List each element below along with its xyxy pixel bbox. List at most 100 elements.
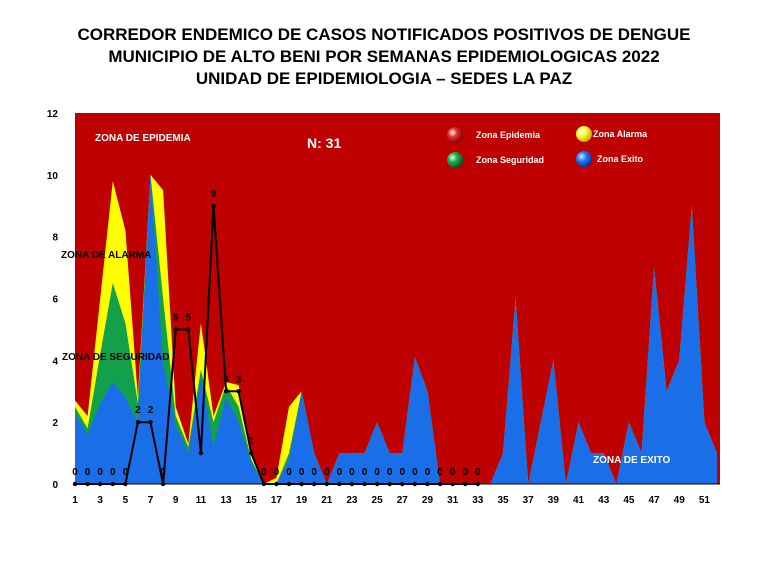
x-tick-label: 5: [123, 495, 129, 506]
case-point: [110, 481, 115, 487]
x-tick-label: 23: [346, 495, 358, 506]
case-point: [475, 481, 481, 487]
x-tick-label: 43: [598, 495, 610, 506]
x-tick-label: 19: [296, 495, 308, 506]
x-tick-label: 3: [97, 495, 103, 506]
case-data-label: 0: [261, 467, 267, 478]
case-data-label: 0: [425, 467, 431, 478]
x-tick-label: 49: [674, 495, 686, 506]
case-point: [400, 481, 405, 487]
case-data-label: 0: [400, 467, 406, 478]
legend-alarma-icon: [576, 126, 592, 142]
case-point: [261, 481, 267, 487]
case-data-label: 0: [349, 467, 355, 478]
cases-points: [72, 203, 481, 487]
x-axis-ticks: 1 3 5 7 9 11 13 15 17 19 21 23 25 27 29 31 33 35 37 39 41 43 4…: [72, 495, 710, 506]
x-tick-label: 35: [497, 495, 509, 506]
case-point: [349, 481, 355, 487]
case-point: [274, 481, 279, 487]
case-point: [123, 481, 128, 487]
case-point: [148, 419, 153, 425]
case-data-label: 0: [374, 467, 380, 478]
title-line-2: MUNICIPIO DE ALTO BENI POR SEMANAS EPIDE…: [108, 47, 660, 66]
x-tick-label: 11: [196, 495, 207, 506]
x-tick-label: 41: [573, 495, 585, 506]
x-tick-label: 47: [648, 495, 660, 506]
case-point: [311, 481, 317, 487]
case-point: [223, 389, 229, 394]
y-axis-ticks: 0 2 4 6 8 10 12: [47, 109, 59, 491]
y-tick-label: 8: [52, 233, 58, 244]
case-point: [236, 389, 241, 394]
x-tick-label: 1: [72, 495, 78, 506]
x-tick-label: 17: [271, 495, 283, 506]
case-point: [299, 481, 304, 487]
x-tick-label: 39: [548, 495, 560, 506]
zona-seguridad-label: ZONA DE SEGURIDAD: [62, 352, 169, 363]
y-tick-label: 6: [52, 295, 58, 306]
case-data-label: 0: [97, 467, 103, 478]
case-data-label: 0: [475, 467, 481, 478]
zona-epidemia-label: ZONA DE EPIDEMIA: [95, 133, 191, 144]
case-data-label: 0: [85, 467, 91, 478]
case-point: [249, 450, 254, 456]
chart-title: CORREDOR ENDEMICO DE CASOS NOTIFICADOS P…: [0, 24, 768, 90]
legend-exito-label: Zona Exito: [597, 154, 644, 164]
title-line-3: UNIDAD DE EPIDEMIOLOGIA – SEDES LA PAZ: [195, 69, 573, 88]
case-point: [463, 481, 468, 487]
case-point: [85, 481, 90, 487]
case-data-label: 0: [337, 467, 343, 478]
zona-exito-label: ZONA DE EXITO: [593, 455, 670, 466]
case-data-label: 5: [173, 312, 179, 323]
case-point: [211, 203, 216, 208]
case-data-label: 1: [248, 436, 254, 447]
case-point: [450, 481, 455, 487]
x-tick-label: 31: [447, 495, 459, 506]
case-point: [374, 481, 380, 487]
zona-alarma-label: ZONA DE ALARMA: [61, 250, 151, 261]
x-tick-label: 15: [246, 495, 258, 506]
y-tick-label: 4: [52, 356, 58, 367]
case-data-label: 0: [462, 467, 468, 478]
case-point: [173, 327, 178, 332]
x-tick-label: 51: [699, 495, 711, 506]
case-point: [412, 481, 418, 487]
case-point: [97, 481, 103, 487]
case-data-label: 5: [186, 312, 192, 323]
case-data-label: 0: [324, 467, 330, 478]
case-data-label: 2: [135, 405, 141, 416]
legend-seguridad-label: Zona Seguridad: [476, 155, 544, 165]
case-point: [72, 481, 78, 487]
legend-seguridad-icon: [447, 152, 463, 168]
case-data-label: 0: [311, 467, 317, 478]
case-data-label: 0: [110, 467, 116, 478]
case-point: [286, 481, 292, 487]
x-tick-label: 45: [623, 495, 635, 506]
x-tick-label: 29: [422, 495, 434, 506]
case-point: [186, 327, 191, 332]
y-tick-label: 0: [52, 480, 58, 491]
title-line-1: CORREDOR ENDEMICO DE CASOS NOTIFICADOS P…: [77, 25, 691, 44]
legend-exito-icon: [576, 151, 592, 167]
zona-epidemia-area: [75, 113, 720, 484]
case-point: [135, 419, 141, 425]
x-tick-label: 13: [220, 495, 232, 506]
legend: Zona Epidemia Zona Alarma Zona Seguridad…: [447, 126, 648, 168]
case-data-label: 3: [223, 374, 229, 385]
case-data-label: 0: [123, 467, 129, 478]
case-data-label: 9: [211, 189, 217, 200]
legend-epidemia-label: Zona Epidemia: [476, 130, 541, 140]
x-tick-label: 21: [321, 495, 333, 506]
case-data-label: 0: [286, 467, 292, 478]
x-tick-label: 9: [173, 495, 179, 506]
case-data-label: 3: [236, 374, 242, 385]
case-point: [160, 481, 166, 487]
case-data-label: 0: [362, 467, 368, 478]
case-data-label: 0: [160, 467, 166, 478]
x-tick-label: 27: [397, 495, 409, 506]
case-point: [337, 481, 342, 487]
y-tick-label: 10: [47, 171, 59, 182]
x-tick-label: 33: [472, 495, 484, 506]
case-data-label: 0: [412, 467, 418, 478]
